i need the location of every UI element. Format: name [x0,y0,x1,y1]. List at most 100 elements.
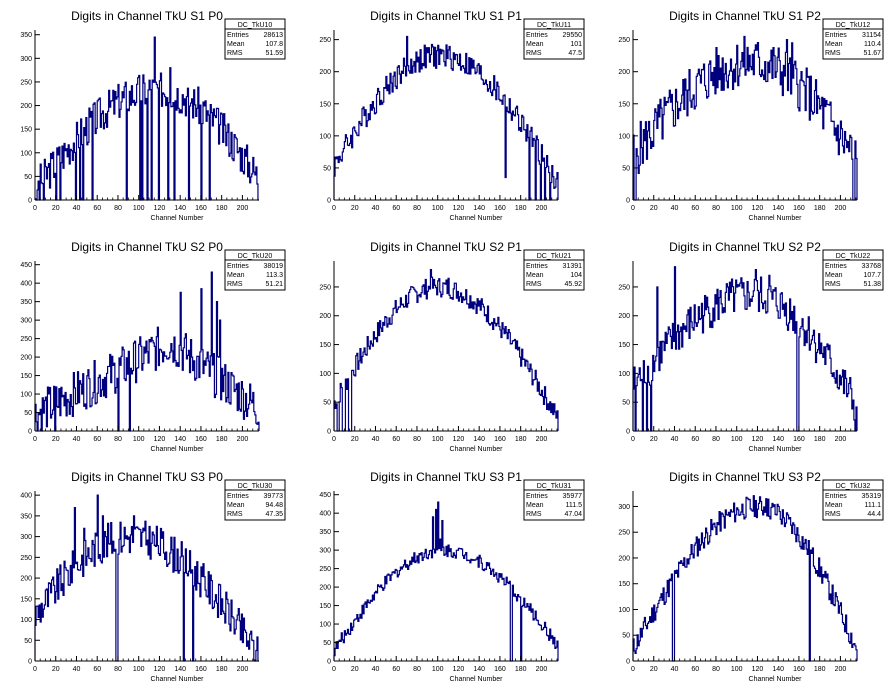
y-tick-label: 0 [28,198,32,205]
y-tick-label: 150 [319,101,331,108]
x-tick-label: 60 [691,205,699,212]
y-tick-label: 100 [319,622,331,629]
x-axis-label: Channel Number [151,215,205,222]
y-tick-label: 200 [319,69,331,76]
stats-box: DC_TkU12 Entries 31154 Mean 110.4 RMS 51.67 [822,18,884,60]
stats-mean-label: Mean [825,272,843,279]
x-axis-label: Channel Number [450,446,504,453]
x-tick-label: 100 [133,436,145,443]
x-tick-label: 0 [631,436,635,443]
stats-mean-value: 107.8 [265,41,283,48]
stats-rms-label: RMS [825,511,841,518]
stats-rms-value: 51.67 [863,50,881,57]
stats-mean-label: Mean [526,502,544,509]
stats-rms-label: RMS [825,281,841,288]
stats-rms-label: RMS [227,50,243,57]
x-tick-label: 200 [835,205,847,212]
x-tick-label: 80 [114,666,122,673]
x-tick-label: 20 [650,436,658,443]
x-tick-label: 120 [453,666,465,673]
histogram-line [34,494,259,662]
x-tick-label: 80 [114,205,122,212]
x-tick-label: 60 [392,436,400,443]
x-axis-label: Channel Number [749,446,803,453]
stats-box: DC_TkU20 Entries 38019 Mean 113.3 RMS 51.21 [224,249,286,291]
x-tick-label: 0 [332,666,336,673]
y-tick-label: 100 [319,371,331,378]
x-tick-label: 200 [536,205,548,212]
x-tick-label: 140 [772,205,784,212]
y-tick-label: 0 [626,429,630,436]
y-tick-label: 250 [618,530,630,537]
y-tick-label: 150 [319,603,331,610]
x-tick-label: 40 [671,205,679,212]
stats-entries-value: 29550 [563,32,583,39]
stats-box-frame [822,249,884,291]
stats-mean-value: 104 [570,272,582,279]
y-tick-label: 150 [20,373,32,380]
y-tick-label: 200 [618,555,630,562]
x-tick-label: 20 [52,666,60,673]
stats-box-frame [224,249,286,291]
stats-entries-value: 31391 [563,263,583,270]
stats-box: DC_TkU30 Entries 39773 Mean 94.48 RMS 47.35 [224,479,286,521]
stats-name: DC_TkU30 [238,483,273,490]
y-tick-label: 100 [20,617,32,624]
stats-rms-value: 45.92 [564,281,582,288]
x-tick-label: 140 [772,666,784,673]
x-tick-label: 20 [52,205,60,212]
y-tick-label: 0 [28,429,32,436]
y-tick-label: 250 [618,37,630,44]
stats-box: DC_TkU22 Entries 33768 Mean 107.7 RMS 51.38 [822,249,884,291]
x-tick-label: 200 [237,666,249,673]
y-tick-label: 400 [319,511,331,518]
y-tick-label: 50 [24,638,32,645]
x-tick-label: 160 [195,666,207,673]
stats-rms-label: RMS [227,511,243,518]
y-tick-label: 400 [20,493,32,500]
x-tick-label: 180 [216,436,228,443]
stats-entries-value: 35319 [862,493,882,500]
x-tick-label: 60 [93,205,101,212]
x-tick-label: 120 [752,205,764,212]
stats-entries-label: Entries [227,32,249,39]
stats-entries-label: Entries [526,493,548,500]
x-tick-label: 60 [93,436,101,443]
x-tick-label: 40 [73,436,81,443]
y-tick-label: 50 [24,174,32,181]
x-tick-label: 100 [731,666,743,673]
y-tick-label: 200 [20,576,32,583]
y-tick-label: 100 [319,133,331,140]
stats-name: DC_TkU31 [537,483,572,490]
x-tick-label: 120 [453,436,465,443]
histogram-panel: Digits in Channel TkU S1 P0 0 20 40 60 80 100 1… [20,9,286,222]
x-tick-label: 200 [237,436,249,443]
histogram-title: Digits in Channel TkU S1 P1 [370,9,522,23]
x-tick-label: 200 [835,666,847,673]
stats-box: DC_TkU21 Entries 31391 Mean 104 RMS 45.92 [523,249,585,291]
x-tick-label: 120 [154,666,166,673]
y-tick-label: 150 [20,127,32,134]
stats-box-frame [523,479,585,521]
histogram-line [632,35,858,201]
x-tick-label: 160 [195,205,207,212]
histogram-title: Digits in Channel TkU S2 P0 [71,240,223,254]
y-tick-label: 300 [20,56,32,63]
stats-mean-value: 101 [570,41,582,48]
x-tick-label: 200 [237,205,249,212]
y-tick-label: 200 [20,355,32,362]
histogram-line [333,269,559,432]
x-tick-label: 40 [671,666,679,673]
x-tick-label: 60 [691,436,699,443]
stats-mean-label: Mean [526,41,544,48]
x-axis-label: Channel Number [151,676,205,683]
y-tick-label: 50 [622,633,630,640]
x-tick-label: 40 [372,666,380,673]
y-tick-label: 350 [20,299,32,306]
stats-rms-value: 51.38 [863,281,881,288]
y-tick-label: 100 [618,371,630,378]
stats-rms-label: RMS [526,281,542,288]
stats-rms-value: 47.35 [265,511,283,518]
histogram-title: Digits in Channel TkU S3 P2 [669,470,821,484]
stats-mean-value: 111.5 [566,502,583,509]
